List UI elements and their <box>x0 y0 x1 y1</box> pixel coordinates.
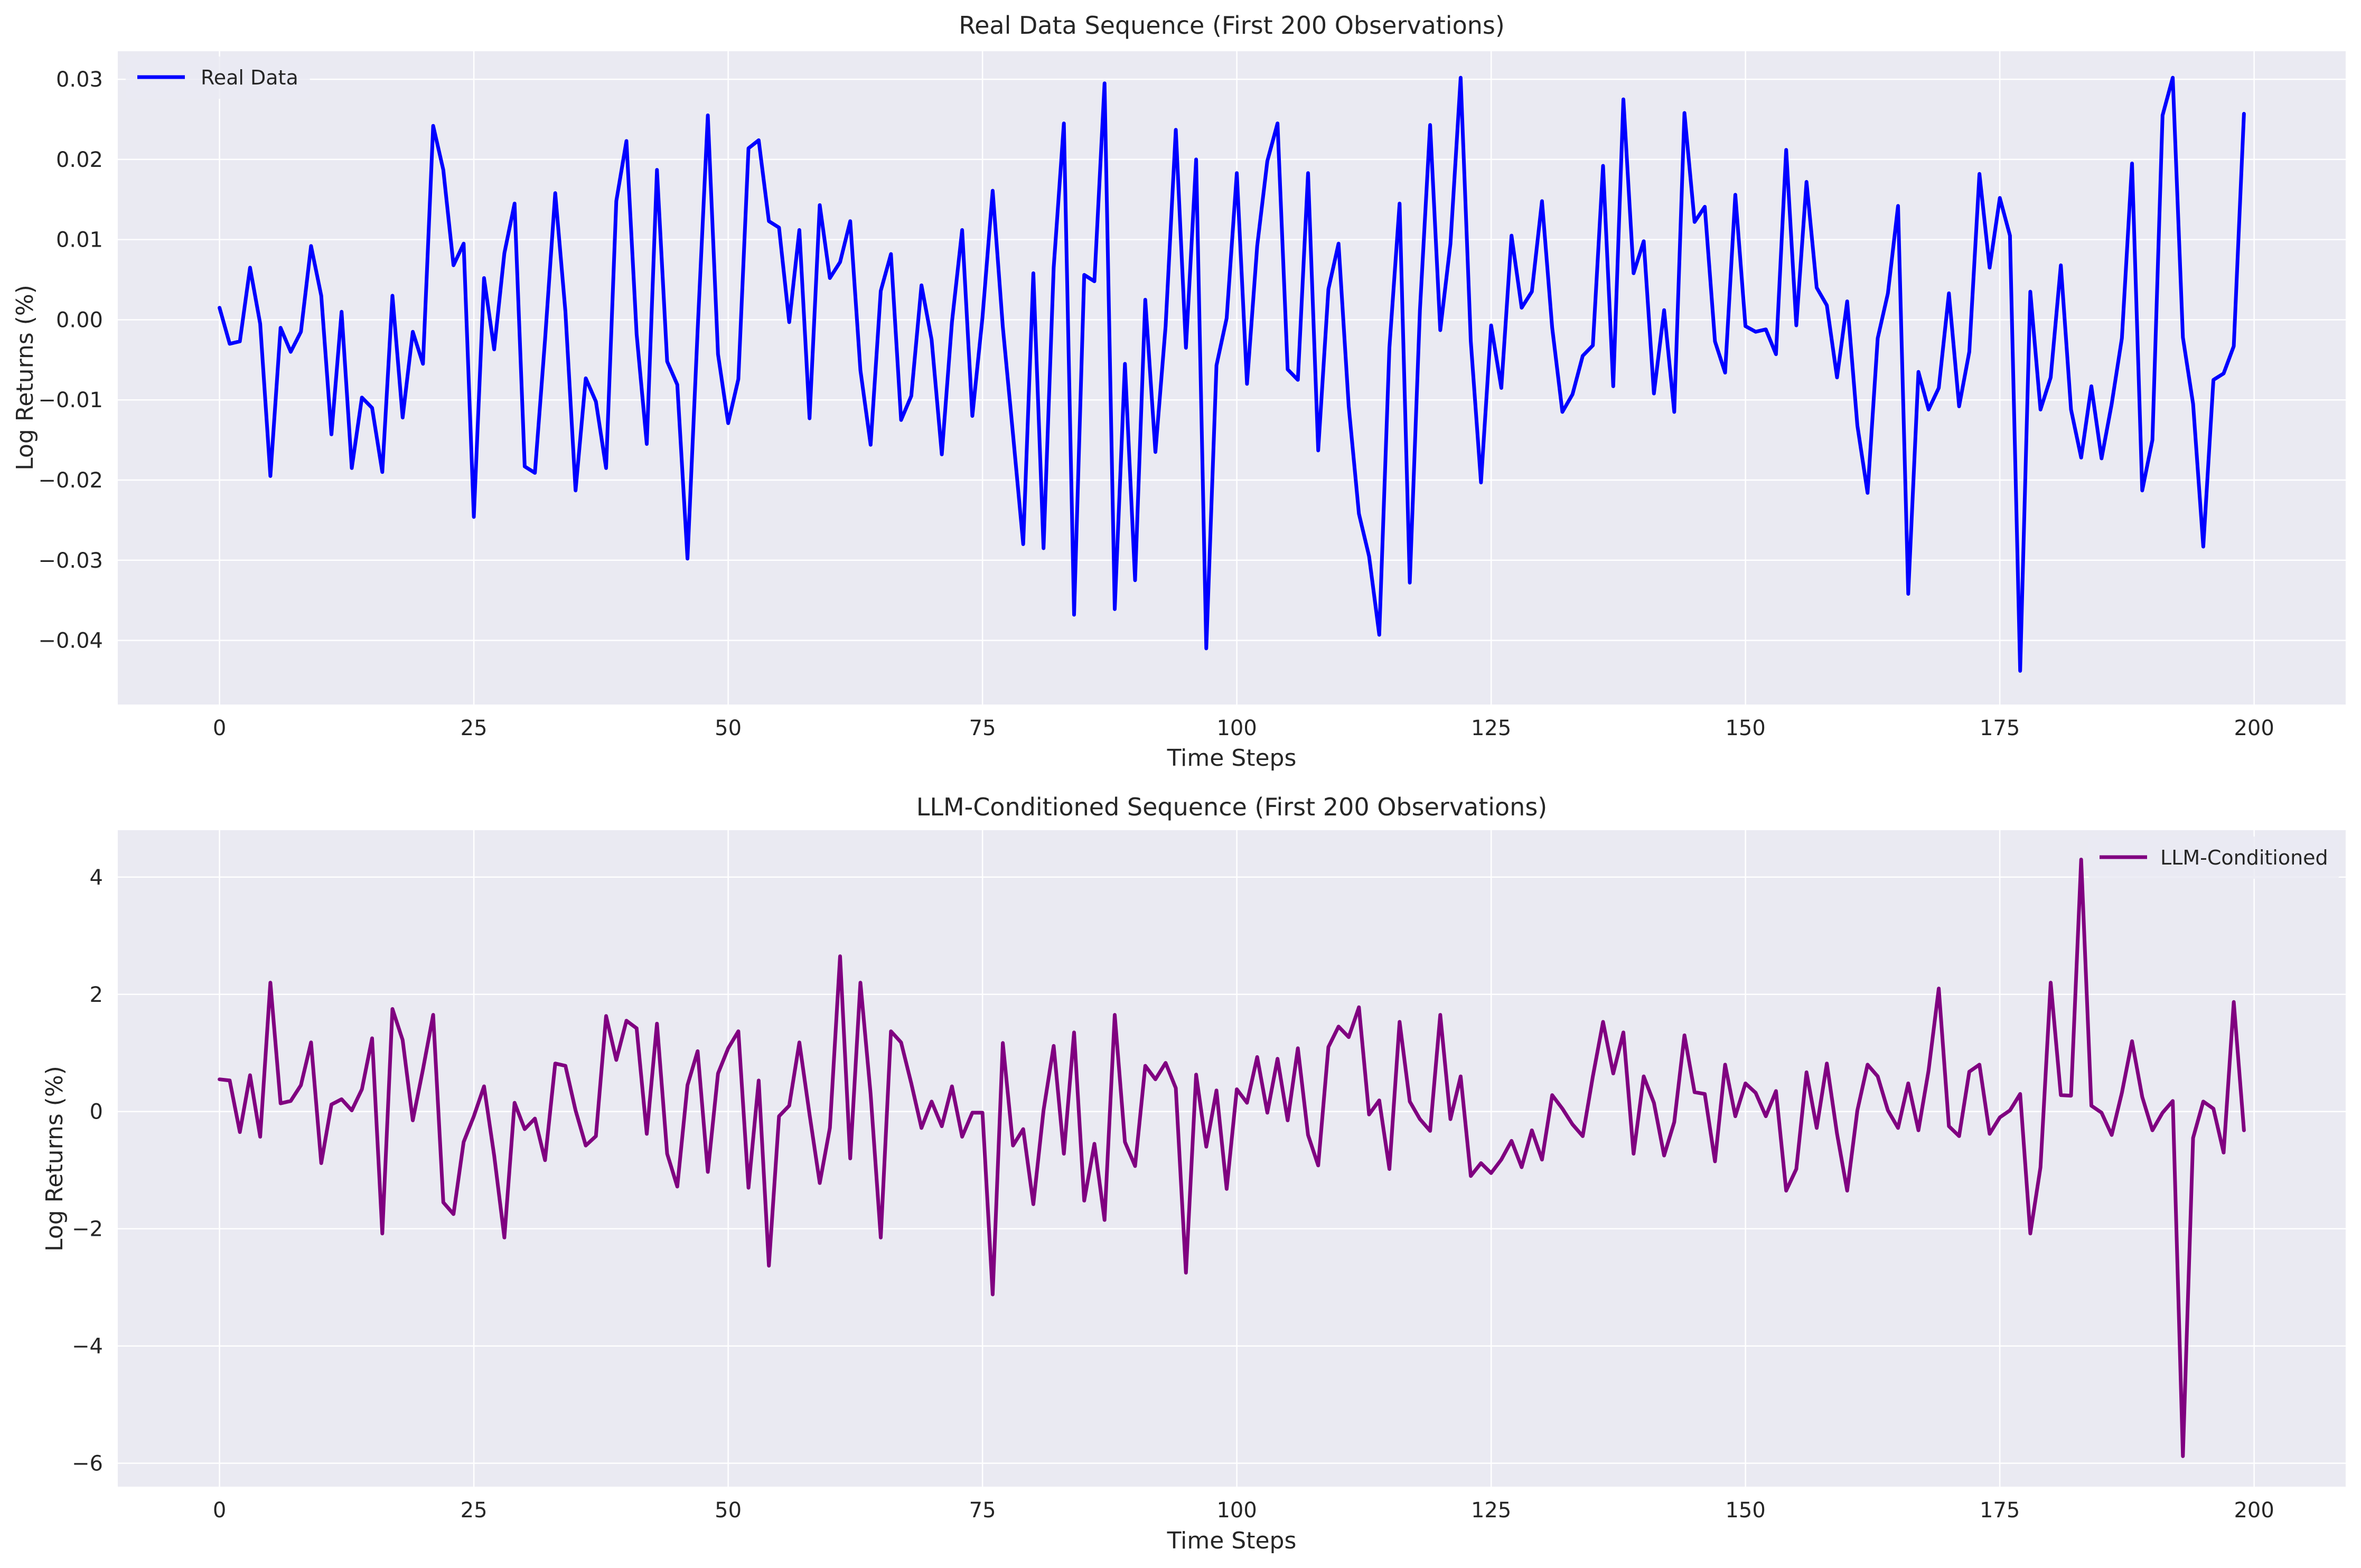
plot-area <box>118 51 2346 705</box>
chart-title: LLM-Conditioned Sequence (First 200 Obse… <box>916 793 1548 821</box>
x-tick-label: 125 <box>1471 716 1511 740</box>
y-tick-label: −0.02 <box>38 468 103 493</box>
legend: LLM-Conditioned <box>2088 837 2340 879</box>
y-tick-label: −6 <box>72 1452 103 1476</box>
x-axis-label: Time Steps <box>1167 745 1297 772</box>
x-tick-label: 100 <box>1216 716 1257 740</box>
x-tick-label: 125 <box>1471 1498 1511 1523</box>
y-tick-label: −0.03 <box>38 549 103 573</box>
y-tick-label: 2 <box>90 983 103 1007</box>
x-tick-label: 25 <box>461 716 488 740</box>
series-line-llm-conditioned <box>218 858 2246 1458</box>
x-tick-label: 150 <box>1725 1498 1765 1523</box>
legend-box <box>2088 837 2340 879</box>
plot-area <box>118 830 2346 1487</box>
grid-lines <box>118 51 2346 705</box>
x-tick-label: 150 <box>1725 716 1765 740</box>
legend-box <box>126 57 310 99</box>
x-tick-label: 200 <box>2234 716 2274 740</box>
x-tick-labels: 0 25 50 75 100 125 150 175 200 <box>213 1498 2274 1523</box>
x-tick-label: 175 <box>1980 1498 2020 1523</box>
y-tick-label: 0.01 <box>56 228 103 252</box>
legend-label-real-data: Real Data <box>201 66 298 89</box>
y-axis-label: Log Returns (%) <box>41 1066 68 1252</box>
y-tick-label: −2 <box>72 1217 103 1242</box>
y-tick-label: −0.01 <box>38 388 103 412</box>
y-tick-label: −0.04 <box>38 629 103 653</box>
y-tick-label: 0.00 <box>56 308 103 332</box>
series-group <box>218 76 2246 673</box>
x-tick-label: 175 <box>1980 716 2020 740</box>
y-tick-labels: −6 −4 −2 0 2 4 <box>72 866 103 1476</box>
series-line-real-data <box>218 76 2246 673</box>
x-tick-label: 50 <box>715 716 742 740</box>
y-tick-label: −4 <box>72 1335 103 1359</box>
chart-real-data: Real Data Sequence (First 200 Observatio… <box>12 11 2346 772</box>
y-tick-label: 0 <box>90 1100 103 1124</box>
x-tick-label: 75 <box>969 1498 996 1523</box>
x-tick-label: 75 <box>969 716 996 740</box>
x-tick-label: 0 <box>213 1498 226 1523</box>
x-tick-label: 200 <box>2234 1498 2274 1523</box>
y-tick-label: 0.03 <box>56 68 103 92</box>
x-axis-label: Time Steps <box>1167 1527 1297 1554</box>
x-tick-label: 100 <box>1216 1498 1257 1523</box>
x-tick-label: 25 <box>461 1498 488 1523</box>
chart-title: Real Data Sequence (First 200 Observatio… <box>959 11 1505 40</box>
series-group <box>218 858 2246 1458</box>
y-tick-label: 0.02 <box>56 148 103 172</box>
y-tick-label: 4 <box>90 866 103 890</box>
y-tick-labels: −0.04 −0.03 −0.02 −0.01 0.00 0.01 0.02 0.03 <box>38 68 103 653</box>
legend: Real Data <box>126 57 310 99</box>
x-tick-labels: 0 25 50 75 100 125 150 175 200 <box>213 716 2274 740</box>
x-tick-label: 50 <box>715 1498 742 1523</box>
y-axis-label: Log Returns (%) <box>12 285 39 471</box>
legend-label-llm-conditioned: LLM-Conditioned <box>2160 846 2328 869</box>
chart-llm-conditioned: LLM-Conditioned Sequence (First 200 Obse… <box>41 793 2346 1554</box>
x-tick-label: 0 <box>213 716 226 740</box>
